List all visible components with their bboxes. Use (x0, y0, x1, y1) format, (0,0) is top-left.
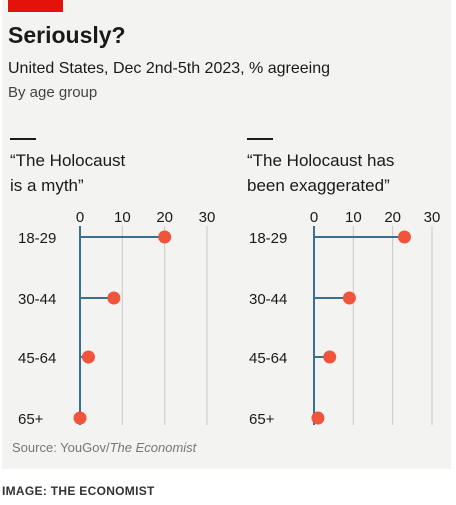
panel-1-tick-label-20: 20 (156, 209, 173, 226)
panel-2-dot-45-64 (323, 350, 337, 364)
panel-1-dot-30-44 (107, 291, 121, 305)
panel-2-title-line-1: “The Holocaust has (247, 151, 395, 170)
chart-subtitle: United States, Dec 2nd-5th 2023, % agree… (8, 60, 330, 77)
source-publication: The Economist (109, 440, 197, 455)
panel-2-category-label-65+: 65+ (249, 411, 275, 428)
panel-2-tick-label-10: 10 (345, 209, 362, 226)
panel-2-dot-18-29 (397, 230, 411, 244)
panel-2-category-label-18-29: 18-29 (249, 230, 287, 247)
panel-1-title-line-2: is a myth” (10, 176, 84, 195)
source-note: Source: YouGov/The Economist (12, 440, 196, 455)
panel-2-tick-label-20: 20 (384, 209, 401, 226)
panel-2-title: “The Holocaust has been exaggerated” (247, 148, 394, 198)
panel-1-category-label-45-64: 45-64 (18, 350, 56, 367)
panel-1-category-label-30-44: 30-44 (18, 291, 56, 308)
brand-red-tab (8, 0, 63, 12)
image-credit: IMAGE: THE ECONOMIST (2, 484, 155, 498)
panel-2-tick-label-0: 0 (310, 209, 318, 226)
panel-2-rule (247, 138, 273, 140)
panel-2-tick-label-30: 30 (424, 209, 441, 226)
panel-1-category-label-65+: 65+ (18, 411, 44, 428)
panel-2-category-label-45-64: 45-64 (249, 350, 287, 367)
panel-2-dot-65+ (311, 411, 325, 425)
panel-1-dot-65+ (73, 411, 87, 425)
panel-1-dot-45-64 (81, 350, 95, 364)
panel-2-title-line-2: been exaggerated” (247, 176, 390, 195)
panel-1-tick-label-30: 30 (199, 209, 216, 226)
panel-1-category-label-18-29: 18-29 (18, 230, 56, 247)
chart-card (2, 0, 451, 469)
panel-2-dot-30-44 (342, 291, 356, 305)
source-prefix: Source: YouGov/ (12, 440, 110, 455)
panel-1-title: “The Holocaust is a myth” (10, 148, 125, 198)
chart-title: Seriously? (8, 22, 126, 48)
panel-1-rule (10, 138, 36, 140)
panel-2-category-label-30-44: 30-44 (249, 291, 287, 308)
panel-1-tick-label-10: 10 (114, 209, 131, 226)
panel-1-title-line-1: “The Holocaust (10, 151, 126, 170)
chart-subtitle-grouping: By age group (8, 84, 98, 101)
panel-1-dot-18-29 (158, 230, 172, 244)
panel-1-tick-label-0: 0 (76, 209, 84, 226)
